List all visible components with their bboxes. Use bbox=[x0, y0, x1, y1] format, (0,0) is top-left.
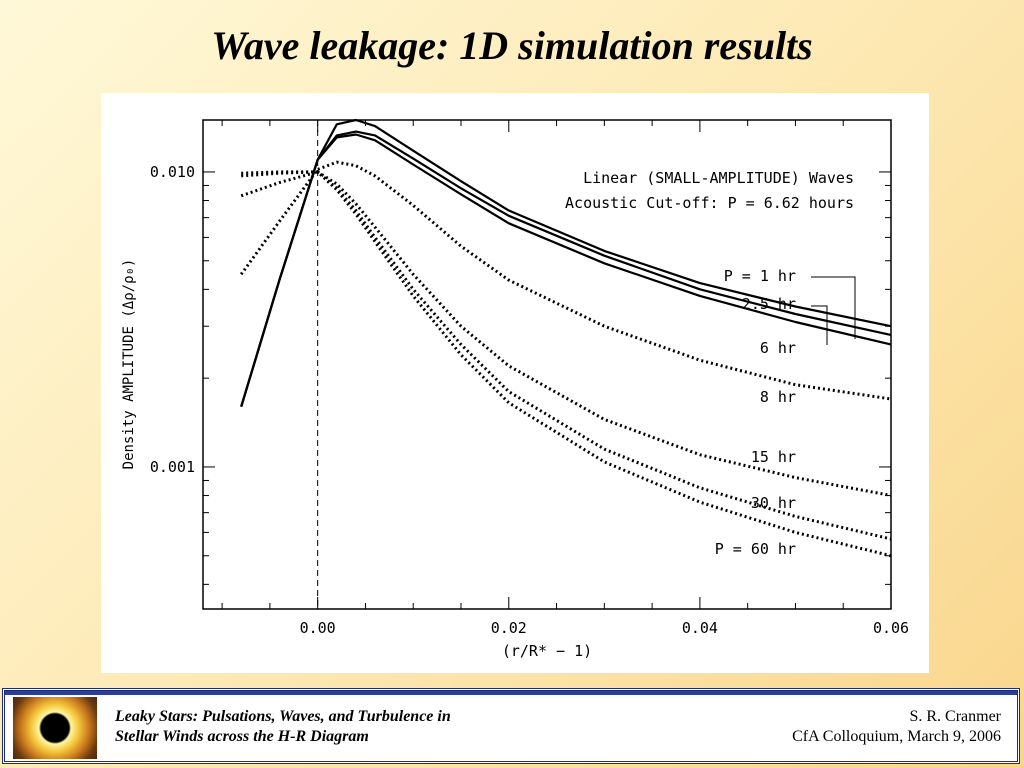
footer-talk-title-line1: Leaky Stars: Pulsations, Waves, and Turb… bbox=[115, 708, 451, 725]
footer-author-info: S. R. Cranmer CfA Colloquium, March 9, 2… bbox=[641, 707, 1001, 747]
x-tick-label: 0.04 bbox=[682, 619, 718, 637]
series-line-1 bbox=[240, 118, 892, 408]
tick-labels: 0.00 0.02 0.04 0.06 0.010 0.001 bbox=[150, 163, 909, 637]
x-axis-label: (r/R* − 1) bbox=[502, 642, 592, 660]
footer-talk-title-line2: Stellar Winds across the H-R Diagram bbox=[115, 728, 369, 745]
curve-label: 2.5 hr bbox=[742, 295, 796, 313]
series-group bbox=[239, 118, 892, 558]
series-line-3 bbox=[240, 133, 892, 408]
x-tick-label: 0.02 bbox=[491, 619, 527, 637]
leader-line-1hr bbox=[811, 276, 856, 339]
footer-author: S. R. Cranmer bbox=[909, 708, 1001, 725]
footer-talk-title: Leaky Stars: Pulsations, Waves, and Turb… bbox=[115, 707, 595, 747]
curve-label: 8 hr bbox=[760, 388, 796, 406]
footer-bar: Leaky Stars: Pulsations, Waves, and Turb… bbox=[2, 688, 1020, 764]
chart-panel: 0.00 0.02 0.04 0.06 0.010 0.001 P = 1 hr 2.5 h… bbox=[101, 93, 929, 673]
slide-title: Wave leakage: 1D simulation results bbox=[211, 23, 813, 68]
footer-top-stripe bbox=[5, 691, 1017, 695]
chart-title-line2: Acoustic Cut-off: P = 6.62 hours bbox=[565, 194, 854, 212]
plot-frame bbox=[202, 119, 892, 610]
y-tick-label: 0.010 bbox=[150, 163, 195, 181]
axis-ticks bbox=[203, 120, 892, 609]
eclipse-star-logo bbox=[13, 697, 97, 759]
curve-label: 6 hr bbox=[760, 339, 796, 357]
y-tick-label: 0.001 bbox=[150, 458, 195, 476]
series-line-7 bbox=[241, 170, 892, 558]
curve-label: P = 1 hr bbox=[724, 267, 796, 285]
x-tick-label: 0.00 bbox=[300, 619, 336, 637]
x-tick-label: 0.06 bbox=[873, 619, 909, 637]
footer-event-date: CfA Colloquium, March 9, 2006 bbox=[792, 728, 1001, 745]
density-amplitude-chart: 0.00 0.02 0.04 0.06 0.010 0.001 P = 1 hr 2.5 h… bbox=[121, 118, 909, 660]
curve-label: 15 hr bbox=[751, 448, 796, 466]
y-axis-label: Density AMPLITUDE (Δρ/ρ₀) bbox=[121, 259, 137, 470]
leader-line-2-5hr bbox=[811, 305, 828, 345]
series-line-5 bbox=[240, 170, 892, 497]
chart-title-line1: Linear (SMALL-AMPLITUDE) Waves bbox=[583, 169, 854, 187]
curve-labels: P = 1 hr 2.5 hr 6 hr 8 hr 15 hr 30 hr P = 60 h… bbox=[715, 267, 856, 558]
curve-label: P = 60 hr bbox=[715, 540, 796, 558]
curve-label: 30 hr bbox=[751, 494, 796, 512]
